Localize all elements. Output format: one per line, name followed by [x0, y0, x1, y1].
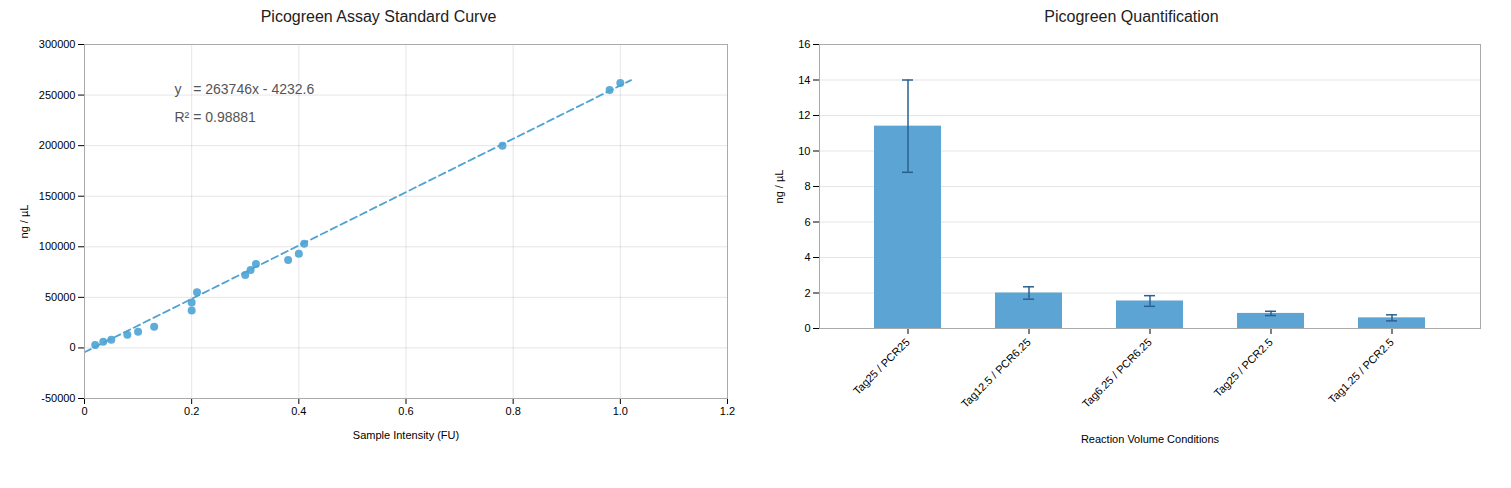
svg-text:8: 8 — [804, 180, 810, 192]
svg-text:0: 0 — [804, 322, 810, 334]
svg-text:200000: 200000 — [39, 139, 76, 151]
svg-text:0.8: 0.8 — [506, 405, 521, 417]
svg-text:14: 14 — [798, 74, 810, 86]
svg-text:Tag25 / PCR25: Tag25 / PCR25 — [851, 336, 912, 397]
svg-text:100000: 100000 — [39, 240, 76, 252]
svg-text:16: 16 — [798, 38, 810, 50]
svg-text:0: 0 — [81, 405, 87, 417]
svg-text:-50000: -50000 — [41, 392, 75, 404]
svg-text:4: 4 — [804, 251, 810, 263]
svg-text:1.0: 1.0 — [613, 405, 628, 417]
svg-text:0.2: 0.2 — [184, 405, 199, 417]
svg-text:0: 0 — [69, 341, 75, 353]
svg-text:ng / µL: ng / µL — [773, 170, 785, 204]
svg-text:300000: 300000 — [39, 38, 76, 50]
svg-text:Sample Intensity (FU): Sample Intensity (FU) — [353, 429, 459, 441]
svg-text:Tag25 / PCR2.5: Tag25 / PCR2.5 — [1212, 336, 1275, 399]
svg-text:Tag12.5 / PCR6.25: Tag12.5 / PCR6.25 — [959, 336, 1033, 410]
svg-text:150000: 150000 — [39, 190, 76, 202]
svg-text:Reaction Volume Conditions: Reaction Volume Conditions — [1081, 433, 1220, 445]
svg-text:2: 2 — [804, 287, 810, 299]
svg-text:0.4: 0.4 — [291, 405, 306, 417]
html-text:Picogreen Quantification: Picogreen Quantification — [1044, 8, 1219, 25]
svg-text:Tag6.25 / PCR6.25: Tag6.25 / PCR6.25 — [1080, 336, 1154, 410]
svg-text:Tag1.25 / PCR2.5: Tag1.25 / PCR2.5 — [1326, 336, 1396, 406]
svg-text:ng / µL: ng / µL — [18, 205, 30, 239]
svg-text:10: 10 — [798, 145, 810, 157]
svg-text:250000: 250000 — [39, 89, 76, 101]
svg-text:50000: 50000 — [45, 291, 76, 303]
html-text:Picogreen Assay Standard Curve: Picogreen Assay Standard Curve — [260, 8, 497, 25]
svg-text:12: 12 — [798, 109, 810, 121]
svg-text:1.2: 1.2 — [720, 405, 735, 417]
svg-text:6: 6 — [804, 216, 810, 228]
svg-text:0.6: 0.6 — [398, 405, 413, 417]
svg-text:R² = 0.98881: R² = 0.98881 — [175, 109, 257, 125]
svg-text:y = 263746x - 4232.6: y = 263746x - 4232.6 — [175, 81, 315, 97]
